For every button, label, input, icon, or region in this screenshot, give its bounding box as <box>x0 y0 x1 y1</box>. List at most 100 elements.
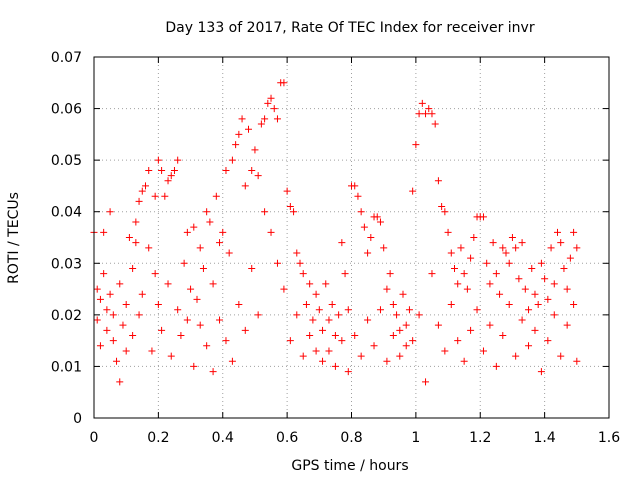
data-point <box>518 316 526 324</box>
data-point <box>190 223 198 231</box>
data-point <box>428 270 436 278</box>
data-point <box>254 311 262 319</box>
data-point <box>447 301 455 309</box>
data-point <box>196 244 204 252</box>
data-point <box>212 192 220 200</box>
data-point <box>563 285 571 293</box>
data-point <box>190 362 198 370</box>
y-tick-label: 0.02 <box>51 308 82 324</box>
data-point <box>528 264 536 272</box>
data-point <box>402 342 410 350</box>
data-point <box>534 301 542 309</box>
data-point <box>138 187 146 195</box>
y-tick-label: 0.01 <box>51 359 82 375</box>
data-point <box>434 321 442 329</box>
data-point <box>100 228 108 236</box>
data-point <box>525 306 533 314</box>
data-point <box>129 331 137 339</box>
data-point <box>148 347 156 355</box>
data-point <box>106 208 114 216</box>
data-point <box>193 295 201 303</box>
data-point <box>550 311 558 319</box>
data-point <box>344 368 352 376</box>
data-point <box>164 280 172 288</box>
data-point <box>135 311 143 319</box>
data-point <box>145 166 153 174</box>
data-point <box>199 264 207 272</box>
data-point <box>537 368 545 376</box>
data-point <box>228 156 236 164</box>
data-point <box>460 270 468 278</box>
data-point <box>541 275 549 283</box>
data-point <box>119 321 127 329</box>
data-point <box>196 321 204 329</box>
data-point <box>187 285 195 293</box>
data-point <box>512 352 520 360</box>
data-point <box>129 264 137 272</box>
data-point <box>422 378 430 386</box>
data-point <box>499 331 507 339</box>
data-point <box>251 146 259 154</box>
data-point <box>235 301 243 309</box>
data-point <box>447 249 455 257</box>
data-point <box>525 342 533 350</box>
x-tick-label: 0.6 <box>276 430 298 446</box>
data-point <box>93 285 101 293</box>
data-point <box>167 172 175 180</box>
axis-ticks: 0 0.2 0.4 0.6 0.8 1 1.2 1.4 1.6 0 0.01 0.02 0.03 0.04… <box>51 50 620 446</box>
data-point <box>203 208 211 216</box>
data-point <box>570 228 578 236</box>
data-point <box>376 306 384 314</box>
data-point <box>537 259 545 267</box>
data-point <box>264 99 272 107</box>
data-point <box>409 337 417 345</box>
data-point <box>515 275 523 283</box>
data-point <box>325 347 333 355</box>
x-tick-label: 0 <box>90 430 99 446</box>
data-point <box>103 306 111 314</box>
data-point <box>518 239 526 247</box>
data-point <box>216 239 224 247</box>
data-point <box>550 280 558 288</box>
data-point <box>232 141 240 149</box>
data-point <box>364 249 372 257</box>
data-point <box>360 223 368 231</box>
data-point <box>428 110 436 118</box>
y-axis-label: ROTI / TECUs <box>6 192 22 284</box>
y-tick-label: 0 <box>73 411 82 427</box>
data-point <box>315 306 323 314</box>
data-point <box>502 249 510 257</box>
data-point <box>444 228 452 236</box>
data-point <box>96 342 104 350</box>
data-point <box>393 311 401 319</box>
data-point <box>328 301 336 309</box>
data-point <box>441 208 449 216</box>
data-point <box>338 337 346 345</box>
data-point <box>158 166 166 174</box>
x-tick-label: 0.4 <box>212 430 234 446</box>
data-point <box>280 79 288 87</box>
data-point <box>261 115 269 123</box>
data-point <box>241 326 249 334</box>
data-point <box>174 156 182 164</box>
data-point <box>566 254 574 262</box>
x-tick-label: 0.2 <box>147 430 169 446</box>
data-point <box>273 259 281 267</box>
x-tick-label: 0.8 <box>340 430 362 446</box>
data-point <box>254 172 262 180</box>
data-point <box>161 192 169 200</box>
data-point <box>486 280 494 288</box>
data-point <box>154 156 162 164</box>
data-point <box>425 105 433 113</box>
data-point <box>132 239 140 247</box>
data-point <box>351 182 359 190</box>
data-point <box>158 326 166 334</box>
data-point <box>405 306 413 314</box>
data-point <box>357 352 365 360</box>
data-point <box>306 280 314 288</box>
data-point <box>470 234 478 241</box>
data-point <box>96 295 104 303</box>
data-point <box>557 239 565 247</box>
data-point <box>103 326 111 334</box>
data-point <box>386 270 394 278</box>
